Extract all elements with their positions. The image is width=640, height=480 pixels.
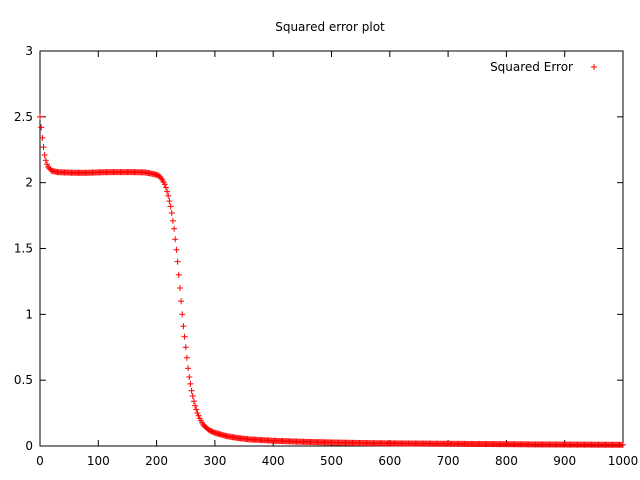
data-point-marker [167, 203, 174, 210]
x-tick-label: 700 [437, 454, 460, 468]
data-point-marker [190, 398, 197, 405]
data-point-marker [179, 311, 186, 318]
data-point-marker [39, 134, 46, 141]
axis-ticks [39, 50, 624, 447]
y-tick-label: 2 [25, 176, 33, 190]
data-point-marker [162, 184, 169, 191]
data-point-marker [40, 144, 47, 151]
x-tick-label: 0 [36, 454, 44, 468]
data-point-marker [165, 192, 172, 199]
legend-marker-plus [591, 64, 597, 70]
y-tick-label: 3 [25, 44, 33, 58]
data-point-marker [193, 406, 200, 413]
plot-area-frame [39, 50, 624, 447]
data-point-marker [185, 365, 192, 372]
x-tick-label: 1000 [608, 454, 639, 468]
legend-plus-icon [591, 64, 597, 70]
data-point-marker [178, 298, 185, 305]
x-tick-label: 200 [145, 454, 168, 468]
data-point-marker [180, 323, 187, 330]
y-tick-label: 0.5 [14, 373, 33, 387]
x-tick-label: 800 [495, 454, 518, 468]
data-point-marker [187, 380, 194, 387]
legend-label-squared-error: Squared Error [490, 60, 573, 74]
x-tick-label: 300 [203, 454, 226, 468]
data-point-marker [175, 271, 182, 278]
chart-title: Squared error plot [275, 20, 385, 34]
y-axis-tick-labels: 0 0.5 1 1.5 2 2.5 3 [14, 44, 33, 453]
x-tick-label: 400 [262, 454, 285, 468]
data-point-marker [168, 209, 175, 216]
x-axis-tick-labels: 0 100 200 300 400 500 600 700 800 900 1000 [36, 454, 638, 468]
data-point-marker [183, 354, 190, 361]
data-point-marker [186, 374, 193, 381]
data-point-marker [194, 410, 201, 417]
data-point-marker [189, 392, 196, 399]
data-point-marker [182, 344, 189, 351]
data-point-marker [188, 387, 195, 394]
data-point-marker [37, 113, 43, 120]
legend: Squared Error [490, 60, 597, 74]
x-tick-label: 900 [553, 454, 576, 468]
data-point-marker [192, 402, 199, 409]
data-point-marker [171, 225, 178, 232]
data-point-marker [169, 217, 176, 224]
x-tick-label: 100 [87, 454, 110, 468]
series-markers [37, 113, 626, 448]
data-point-marker [43, 161, 50, 168]
y-tick-label: 2.5 [14, 110, 33, 124]
y-tick-label: 0 [25, 439, 33, 453]
data-point-marker [173, 246, 180, 253]
data-point-marker [195, 412, 202, 419]
data-point-marker [42, 157, 49, 164]
data-point-marker [41, 152, 48, 159]
data-point-marker [166, 198, 173, 205]
data-point-marker [181, 333, 188, 340]
data-point-marker [164, 188, 171, 195]
data-point-marker [172, 236, 179, 243]
data-point-marker [38, 124, 45, 131]
y-tick-label: 1 [25, 307, 33, 321]
y-tick-label: 1.5 [14, 242, 33, 256]
data-point-marker [161, 181, 168, 188]
data-point-marker [620, 441, 626, 448]
data-point-marker [174, 258, 181, 265]
data-point-marker [176, 285, 183, 291]
x-tick-label: 500 [320, 454, 343, 468]
x-tick-label: 600 [378, 454, 401, 468]
